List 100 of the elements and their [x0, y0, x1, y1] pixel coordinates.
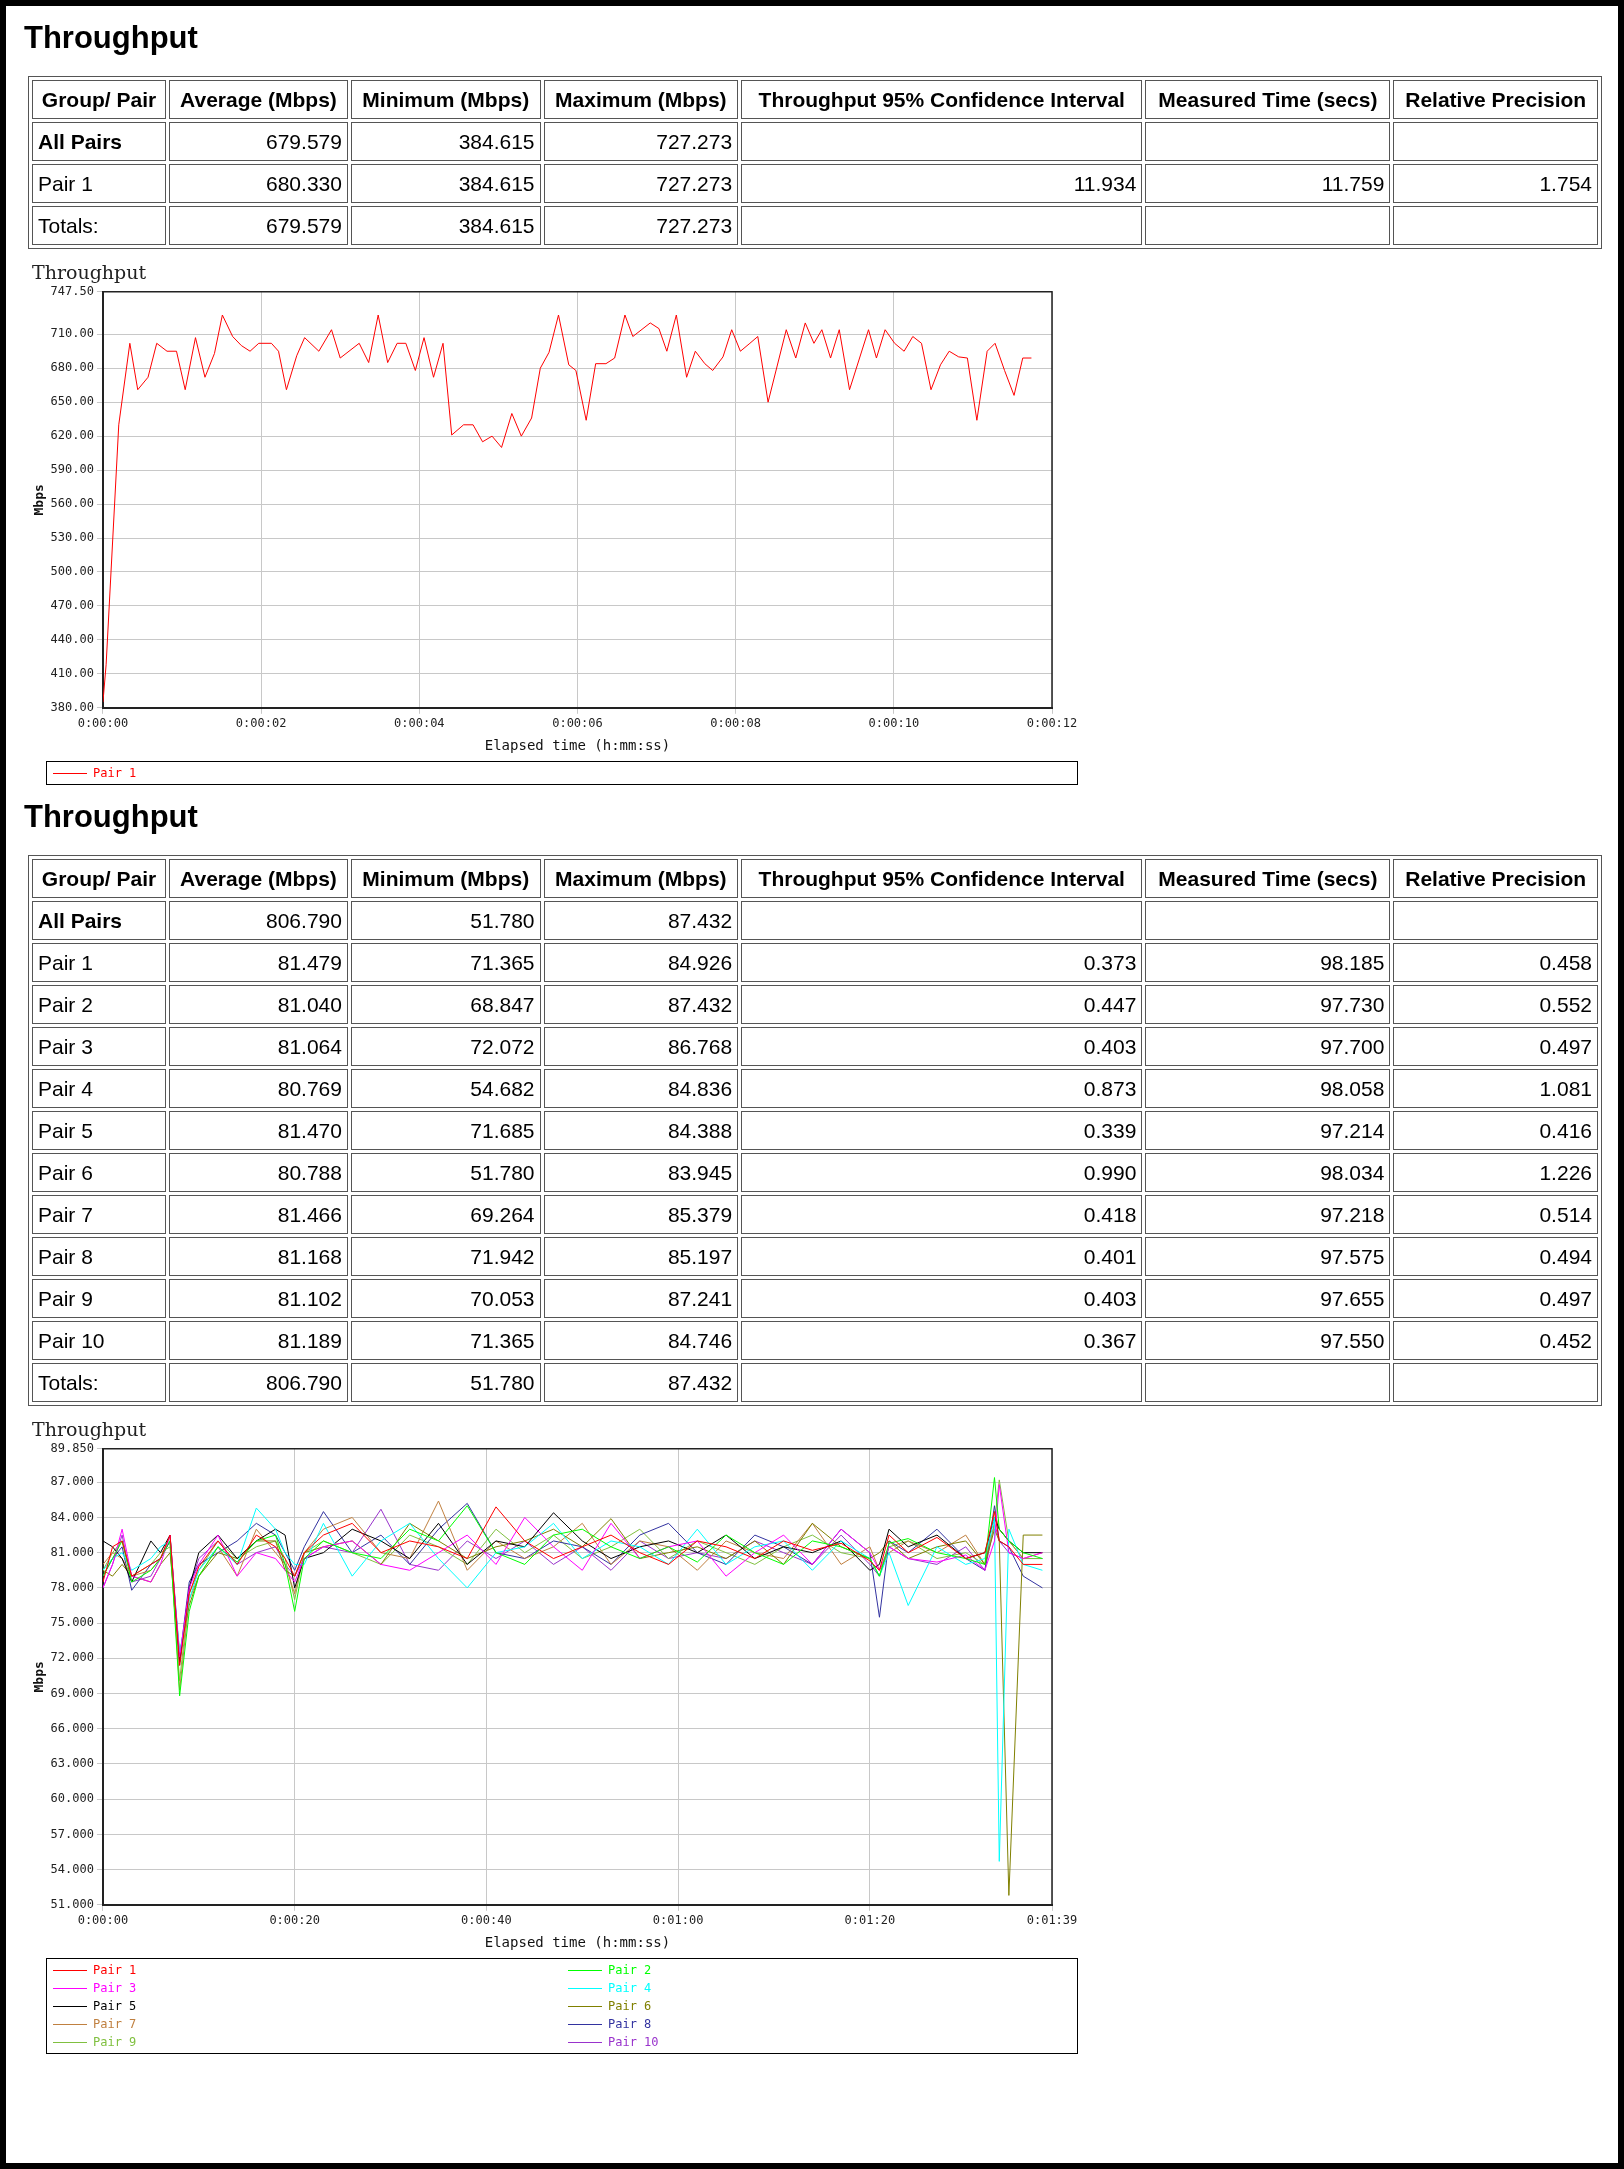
text: 83.945: [667, 1160, 733, 1184]
text: 85.197: [667, 1244, 733, 1268]
y-tick-label: 680.00: [50, 360, 94, 375]
text: 84.836: [667, 1076, 733, 1100]
text: 0.373: [1083, 950, 1137, 974]
text: 97.700: [1320, 1034, 1385, 1058]
text: 97.730: [1320, 992, 1385, 1016]
x-tick-label: 0:00:06: [552, 716, 603, 731]
text: 81.479: [277, 950, 342, 974]
category-label: Maximum (Mbps): [543, 80, 739, 119]
x-tick-label: 0:00:10: [868, 716, 920, 731]
text: Pair 4: [38, 1076, 93, 1100]
legend-label: Pair 2: [608, 1963, 652, 1977]
text: 0.339: [1083, 1118, 1137, 1142]
category-label: Measured Time (secs): [1145, 80, 1391, 119]
legend-label: Pair 5: [93, 1999, 137, 2013]
category-label: Throughput 95% Confidence Interval: [741, 859, 1143, 898]
text: 68.847: [470, 992, 535, 1016]
text: 806.790: [266, 908, 342, 932]
text: 0.403: [1083, 1286, 1137, 1310]
y-tick-label: 75.000: [50, 1615, 94, 1630]
y-tick-label: 87.000: [50, 1474, 94, 1489]
text: 0.990: [1083, 1160, 1137, 1184]
text: 71.365: [470, 950, 535, 974]
y-axis-title: Mbps: [31, 484, 47, 516]
text: 98.034: [1320, 1160, 1385, 1184]
category-label: Minimum (Mbps): [350, 80, 541, 119]
category-label: Throughput 95% Confidence Interval: [741, 80, 1143, 119]
x-axis-title: Elapsed time (h:mm:ss): [484, 737, 671, 754]
x-tick-label: 0:00:04: [394, 716, 445, 731]
chart-title: Throughput: [32, 261, 147, 284]
legend-label: Pair 1: [93, 1963, 137, 1977]
category-label: Average (Mbps): [168, 859, 348, 898]
text: 0.873: [1083, 1076, 1137, 1100]
y-tick-label: 530.00: [50, 530, 94, 545]
text: 51.780: [470, 908, 535, 932]
y-tick-label: 57.000: [50, 1826, 94, 1841]
text: 87.432: [667, 1370, 733, 1394]
text: 1.226: [1539, 1160, 1592, 1184]
text: 384.615: [458, 171, 535, 195]
text: 0.416: [1539, 1118, 1592, 1142]
text: 97.575: [1320, 1244, 1385, 1268]
category-label: Average (Mbps): [168, 80, 348, 119]
category-label: Group/ Pair: [32, 859, 166, 898]
text: All Pairs: [38, 129, 123, 153]
y-tick-label: 54.000: [50, 1861, 94, 1876]
text: 0.447: [1083, 992, 1137, 1016]
text: 727.273: [656, 129, 733, 153]
text: 384.615: [458, 129, 535, 153]
y-tick-label: 89.850: [50, 1440, 94, 1455]
text: 71.685: [470, 1118, 535, 1142]
y-tick-label: 66.000: [50, 1720, 94, 1735]
text: 80.788: [277, 1160, 342, 1184]
text: 84.746: [667, 1328, 733, 1352]
text: 384.615: [458, 213, 535, 237]
text: 97.214: [1320, 1118, 1385, 1142]
text: 0.403: [1083, 1034, 1137, 1058]
text: 51.780: [470, 1160, 535, 1184]
text: 98.185: [1320, 950, 1385, 974]
text: 727.273: [656, 171, 733, 195]
text: 97.550: [1320, 1328, 1385, 1352]
x-tick-label: 0:00:02: [235, 716, 287, 731]
text: 85.379: [667, 1202, 733, 1226]
x-tick-label: 0:00:08: [710, 716, 761, 731]
text: 0.552: [1539, 992, 1592, 1016]
x-tick-label: 0:01:20: [844, 1913, 896, 1928]
category-label: Relative Precision: [1393, 80, 1598, 119]
text: 0.514: [1539, 1202, 1592, 1226]
y-tick-label: 63.000: [50, 1756, 94, 1771]
y-tick-label: 650.00: [50, 394, 94, 409]
text: 69.264: [470, 1202, 535, 1226]
text: All Pairs: [38, 908, 123, 932]
y-tick-label: 69.000: [50, 1685, 94, 1700]
legend-label: Pair 9: [93, 2035, 137, 2049]
x-tick-label: 0:00:12: [1026, 716, 1078, 731]
category-label: Group/ Pair: [32, 80, 166, 119]
y-tick-label: 410.00: [50, 665, 94, 680]
category-label: Minimum (Mbps): [350, 859, 541, 898]
y-tick-label: 81.000: [50, 1544, 94, 1559]
legend-label: Pair 8: [608, 2017, 652, 2031]
text: 0.497: [1539, 1286, 1592, 1310]
text: Totals:: [38, 1370, 99, 1394]
text: Pair 2: [38, 992, 93, 1016]
text: 86.768: [667, 1034, 733, 1058]
y-tick-label: 620.00: [50, 428, 94, 443]
text: 1.754: [1539, 171, 1592, 195]
x-tick-label: 0:01:00: [652, 1913, 704, 1928]
text: 0.494: [1539, 1244, 1592, 1268]
legend-label: Pair 4: [608, 1981, 652, 1995]
text: 81.064: [277, 1034, 342, 1058]
legend-label: Pair 10: [608, 2035, 659, 2049]
text: 71.365: [470, 1328, 535, 1352]
y-tick-label: 470.00: [50, 598, 94, 613]
text: 81.466: [277, 1202, 342, 1226]
x-tick-label: 0:00:20: [269, 1913, 320, 1928]
text: Throughput: [23, 19, 199, 57]
y-axis-title: Mbps: [31, 1661, 47, 1693]
text: 87.241: [667, 1286, 733, 1310]
text: Pair 9: [38, 1286, 93, 1310]
y-tick-label: 590.00: [50, 462, 94, 477]
